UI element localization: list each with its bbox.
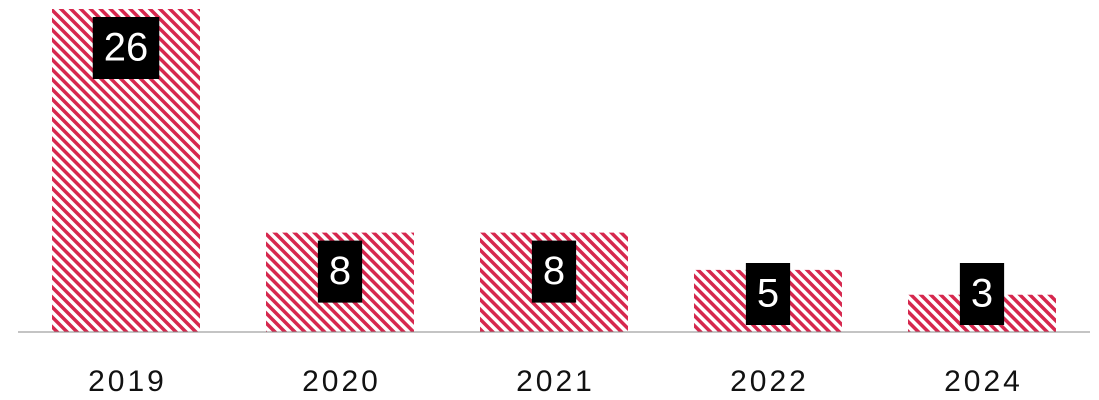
data-label: 3 xyxy=(971,272,993,316)
data-label-box xyxy=(92,17,160,79)
data-label-box xyxy=(959,263,1005,325)
x-tick-label: 2020 xyxy=(302,365,381,398)
x-tick-label: 2021 xyxy=(516,365,595,398)
data-label-box xyxy=(317,240,363,303)
x-tick-label: 2022 xyxy=(730,365,809,398)
data-label: 26 xyxy=(104,26,149,70)
data-label: 5 xyxy=(757,272,779,316)
x-tick-label: 2019 xyxy=(88,365,167,398)
data-label: 8 xyxy=(543,249,565,293)
data-label-box xyxy=(745,263,791,325)
data-label-box xyxy=(531,240,577,303)
data-label: 8 xyxy=(329,249,351,293)
x-tick-label: 2024 xyxy=(944,365,1023,398)
